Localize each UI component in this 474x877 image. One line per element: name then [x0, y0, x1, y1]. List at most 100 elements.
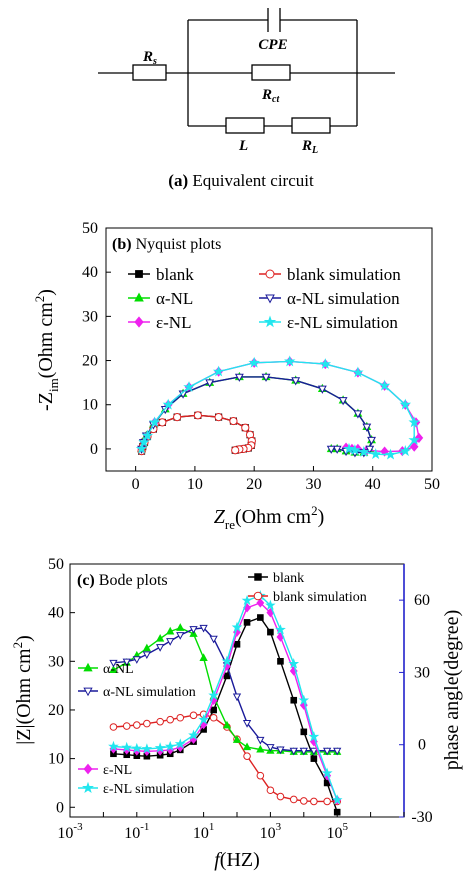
bode-point: [288, 658, 300, 669]
cpe-label: CPE: [258, 37, 287, 53]
nyquist-xtick-label: 20: [246, 476, 262, 493]
bode-legend-label: α-NL: [103, 662, 134, 677]
nyquist-legend-entry: ε-NL simulation: [259, 313, 398, 332]
bode-legend-marker: [83, 687, 93, 697]
rs-resistor: [132, 64, 167, 81]
bode-point: [133, 721, 141, 729]
bode-point: [166, 638, 175, 646]
nyquist-legend-label: ε-NL simulation: [287, 313, 398, 332]
nyquist-ylabel: -Zim(Ohm cm2): [32, 289, 61, 411]
nyquist-point: [261, 373, 271, 382]
bode-legend-entry: blank: [248, 571, 304, 586]
bode-legend-entry: blank simulation: [248, 590, 367, 605]
inductor-l: [225, 117, 265, 134]
nyquist-legend-entry: α-NL: [128, 289, 193, 308]
bode-point: [266, 744, 275, 752]
nyquist-xlabel: Zre(Ohm cm2): [214, 503, 325, 532]
bode-legend-label: ε-NL simulation: [103, 782, 194, 797]
bode-point: [176, 632, 185, 640]
circuit-labels: Rs CPE Rct L RL: [142, 37, 318, 156]
bode-point: [333, 747, 342, 756]
bode-point: [199, 653, 208, 661]
bode-point: [242, 742, 252, 751]
nyquist-point: [193, 411, 202, 420]
bode-point: [222, 720, 232, 729]
bode-point: [166, 626, 175, 635]
bode-point: [231, 621, 243, 632]
nyquist-point: [408, 416, 420, 428]
bode-point: [142, 651, 151, 660]
nyquist-point: [353, 410, 363, 419]
bode-legend-entry: ε-NL simulation: [78, 781, 194, 797]
nyquist-xtick-label: 30: [305, 476, 321, 493]
nyquist-point: [141, 429, 154, 441]
bode-point: [198, 714, 209, 725]
nyquist-legend-label: α-NL simulation: [287, 289, 400, 308]
nyquist-ytick-label: 50: [82, 220, 98, 237]
nyquist-point: [138, 436, 150, 448]
bode-ytick-left-label: 20: [48, 702, 64, 719]
nyquist-point: [326, 445, 336, 454]
bode-legend-marker: [83, 662, 93, 672]
bode-point: [265, 599, 276, 610]
bode-point: [122, 658, 131, 667]
bode-legend-label: α-NL simulation: [103, 685, 196, 700]
bode-point: [108, 740, 119, 752]
nyquist-ytick-label: 20: [82, 353, 98, 370]
nyquist-point: [229, 416, 238, 426]
bode-point: [276, 746, 285, 755]
bode-series-blank: [110, 614, 341, 816]
nyquist-legend: blank α-NL ε-NL blank simulation α-NL simula…: [128, 265, 401, 332]
nyquist-legend-marker: [265, 294, 275, 304]
nyquist-series-blank-simulation: [137, 411, 256, 456]
nyquist-legend-label: ε-NL: [156, 313, 191, 332]
nyquist-plot-frame: [105, 227, 433, 472]
bode-point: [132, 656, 141, 664]
bode-legend-entry: α-NL simulation: [78, 685, 196, 700]
bode-xtick-label: 103: [260, 821, 282, 842]
bode-point: [156, 634, 165, 642]
bode-ytick-right-label: 30: [414, 664, 430, 681]
bode-series: [108, 589, 343, 816]
nyquist-point: [408, 434, 420, 445]
nyquist-point: [234, 373, 244, 382]
bode-point: [256, 736, 265, 745]
nyquist-point: [369, 448, 382, 460]
bode-point: [232, 735, 242, 743]
nyquist-series: [135, 355, 424, 460]
nyquist-legend-label: α-NL: [156, 289, 193, 308]
bode-legend-marker: [83, 763, 93, 775]
bode-point: [141, 743, 153, 754]
bode-point: [223, 672, 231, 680]
nyquist-point: [414, 432, 424, 443]
bode-legend-label: blank: [273, 571, 304, 586]
nyquist-ytick-label: 0: [90, 441, 98, 458]
bode-legend-entry: ε-NL: [78, 763, 132, 778]
nyquist-point: [358, 445, 370, 457]
bode-ytick-left-label: 40: [48, 605, 64, 622]
equivalent-circuit: [98, 8, 395, 134]
bode-xtick-label: 10-1: [124, 821, 149, 842]
nyquist-point: [173, 412, 182, 422]
nyquist-legend-marker: [134, 316, 144, 328]
bode-point: [299, 747, 308, 756]
bode-point: [267, 628, 274, 636]
rs-label: Rs: [142, 49, 157, 67]
nyquist-line-epsilon-nl: [140, 360, 420, 453]
nyquist-point: [380, 446, 389, 457]
bode-point: [122, 722, 131, 730]
nyquist-point: [158, 418, 167, 427]
bode-point: [243, 619, 251, 626]
nyquist-point: [135, 442, 148, 454]
bode-point: [109, 659, 118, 668]
nyquist-chart: 0 10 20 30 40 50 0 10 20 30 40 50 (b) Nyquist plots…: [32, 220, 440, 532]
nyquist-point: [162, 398, 174, 410]
bode-point: [321, 767, 333, 778]
bode-point: [189, 626, 198, 634]
bode-point: [309, 747, 318, 756]
nyquist-point: [362, 423, 372, 432]
nyquist-legend-label: blank: [156, 265, 194, 284]
bode-point: [164, 740, 176, 752]
bode-point: [221, 655, 233, 666]
nyquist-point: [214, 412, 223, 422]
